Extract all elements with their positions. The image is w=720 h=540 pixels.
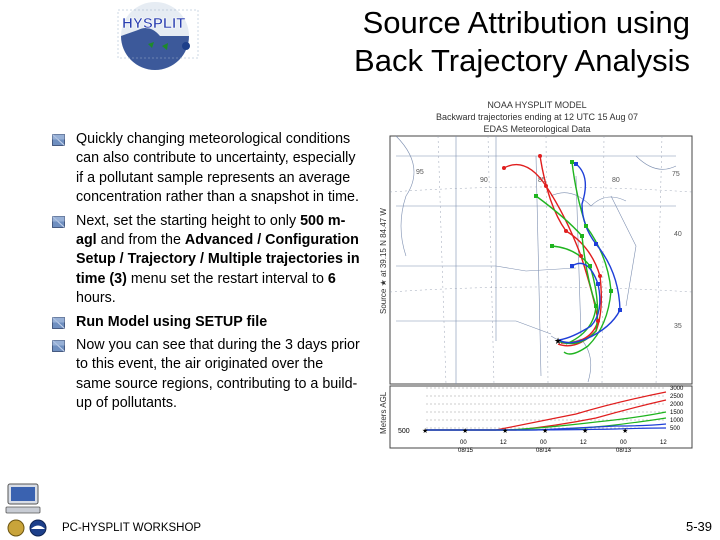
- plot-header-2: Backward trajectories ending at 12 UTC 1…: [435, 112, 639, 122]
- footer-workshop: PC-HYSPLIT WORKSHOP: [62, 522, 202, 534]
- plot-header-1: NOAA HYSPLIT MODEL: [487, 100, 587, 110]
- svg-text:★: ★: [502, 427, 508, 435]
- title-line-2: Back Trajectory Analysis: [354, 43, 690, 78]
- svg-text:2000: 2000: [670, 402, 684, 408]
- source-label: Source ★ at 39.15 N 84.47 W: [379, 208, 388, 314]
- svg-text:2500: 2500: [670, 394, 684, 400]
- lon-label-2: 90: [480, 177, 488, 184]
- lon-label-4: 80: [612, 177, 620, 184]
- state-boundaries: [395, 135, 677, 384]
- noaa-wave: [121, 28, 189, 70]
- svg-text:12: 12: [580, 440, 587, 446]
- svg-text:00: 00: [540, 440, 547, 446]
- plot-header-3: EDAS Meteorological Data: [483, 124, 591, 134]
- bullet-square-icon: [52, 215, 65, 228]
- doc-seal-icon: [7, 519, 25, 537]
- bullet-text: 6: [327, 270, 336, 287]
- map-frame: [389, 135, 693, 385]
- lat-label-1: 40: [674, 231, 682, 238]
- trajectory-blue-1: [558, 163, 621, 344]
- map-grid: [389, 135, 693, 385]
- height-tick-labels: 3000 2500 2000 1500 1000 500: [670, 386, 684, 432]
- trajectory-plot: 95 90 85 80 75 40 35 Source ★ at 39.15 N…: [379, 135, 693, 454]
- trajectory-blue-2: [558, 262, 601, 341]
- height-traces: [426, 391, 667, 431]
- logo-arrows: [148, 42, 168, 50]
- bullet-square-icon: [52, 340, 65, 352]
- logo-seal: [182, 42, 190, 50]
- height-panel: [389, 385, 693, 449]
- bullet-text: Run Model using SETUP file: [76, 313, 268, 330]
- agency-seals: [7, 519, 47, 537]
- height-grid: [426, 387, 666, 429]
- svg-text:3000: 3000: [670, 386, 684, 392]
- computer-icon: [5, 483, 41, 514]
- slide-number: 5-39: [685, 519, 712, 534]
- time-tick-labels: 00 12 00 12 00 12: [460, 440, 667, 446]
- svg-text:08/14: 08/14: [536, 448, 552, 454]
- bullet-text: 500 m-agl: [76, 212, 346, 249]
- bullet-text: menu set the restart interval to: [126, 270, 328, 287]
- map-outline: [117, 9, 199, 59]
- date-labels: 08/15 08/14 08/13: [458, 448, 632, 454]
- svg-text:1000: 1000: [670, 418, 684, 424]
- bullet-text: and from the: [96, 232, 185, 249]
- svg-text:500: 500: [670, 426, 681, 432]
- title-line-1: Source Attribution using: [362, 5, 690, 40]
- bullet-item: Next, set the starting height to only 50…: [52, 212, 362, 309]
- start-height-label: 500: [398, 428, 410, 435]
- trajectory-green-3: [551, 245, 599, 345]
- svg-text:1500: 1500: [670, 410, 684, 416]
- bullet-square-icon: [52, 316, 65, 329]
- bullet-item: Quickly changing meteorological conditio…: [52, 130, 362, 208]
- height-star-markers: ★ ★ ★ ★ ★ ★: [422, 427, 628, 435]
- lon-label-5: 75: [672, 171, 680, 178]
- bullet-list: Quickly changing meteorological conditio…: [52, 130, 362, 418]
- svg-text:08/13: 08/13: [616, 448, 632, 454]
- svg-text:★: ★: [542, 427, 548, 435]
- meters-agl-label: Meters AGL: [379, 391, 388, 434]
- svg-text:00: 00: [620, 440, 627, 446]
- lon-label-1: 95: [416, 169, 424, 176]
- bullet-item: Run Model using SETUP file: [52, 313, 362, 332]
- slide-title: Source Attribution using Back Trajectory…: [250, 4, 690, 80]
- svg-text:12: 12: [500, 440, 507, 446]
- svg-text:08/15: 08/15: [458, 448, 474, 454]
- svg-text:00: 00: [460, 440, 467, 446]
- trajectory-markers: [502, 154, 622, 323]
- source-star: ★: [554, 336, 562, 346]
- svg-text:★: ★: [582, 427, 588, 435]
- bullet-text: Advanced / Configuration Setup / Traject…: [76, 232, 360, 287]
- bullet-text: Now you can see that during the 3 days p…: [76, 337, 360, 412]
- hysplit-logo: HYSPLIT: [117, 2, 199, 70]
- svg-text:★: ★: [422, 427, 428, 435]
- logo-text: HYSPLIT: [122, 15, 185, 32]
- bullet-text: Quickly changing meteorological conditio…: [76, 131, 359, 206]
- svg-text:★: ★: [622, 427, 628, 435]
- svg-text:★: ★: [462, 427, 468, 435]
- bullet-item: Now you can see that during the 3 days p…: [52, 336, 362, 414]
- lat-label-2: 35: [674, 323, 682, 330]
- plot-header: NOAA HYSPLIT MODEL Backward trajectories…: [376, 99, 698, 135]
- bullet-text: hours.: [76, 290, 116, 307]
- svg-text:12: 12: [660, 440, 667, 446]
- bullet-square-icon: [52, 134, 65, 146]
- bullet-text: Next, set the starting height to only: [76, 212, 301, 229]
